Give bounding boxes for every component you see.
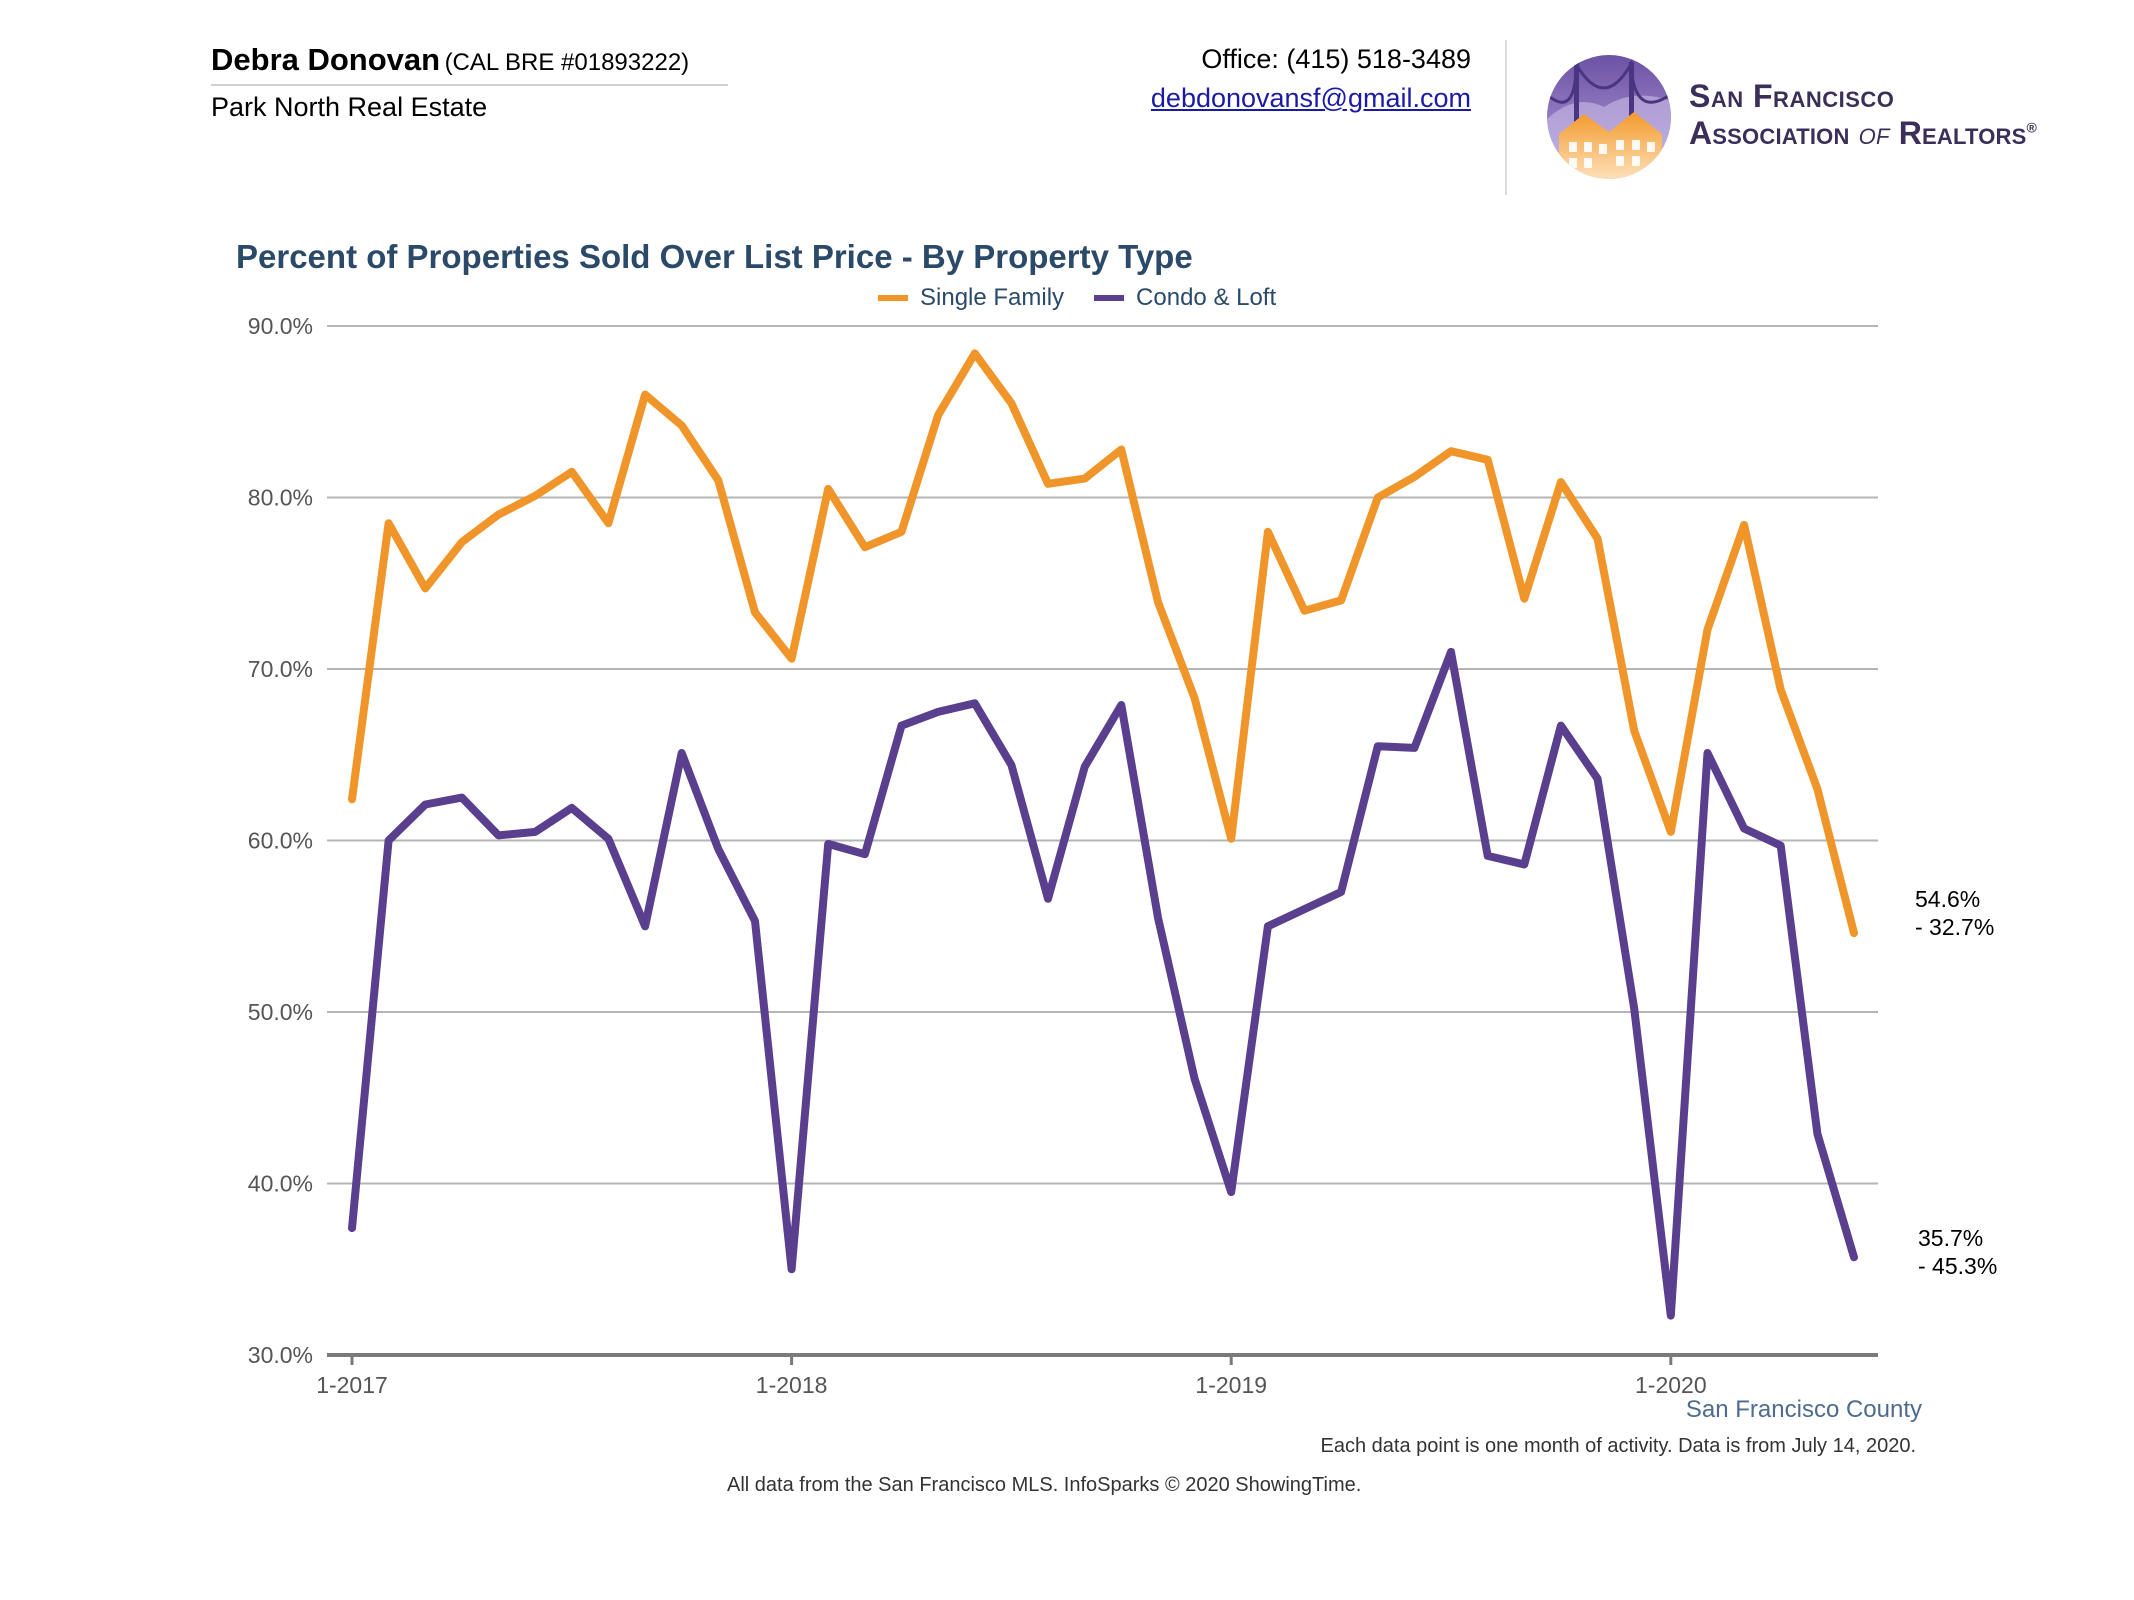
logo-registered-mark: ® xyxy=(2026,119,2038,136)
y-tick-label: 30.0% xyxy=(248,1342,313,1368)
y-tick-label: 60.0% xyxy=(248,828,313,854)
logo-word-realtors: Realtors xyxy=(1898,114,2027,151)
end-label-single-family: 54.6% - 32.7% xyxy=(1915,886,1994,941)
legend-label-condo-loft: Condo & Loft xyxy=(1136,284,1277,311)
legend-swatch-single-family xyxy=(878,295,908,301)
agent-divider xyxy=(211,84,728,86)
series-line-single-family xyxy=(348,349,1858,938)
end-change-condo-loft: - 45.3% xyxy=(1918,1252,1998,1279)
logo-word-association: Association xyxy=(1689,114,1850,151)
y-tick-label: 80.0% xyxy=(248,485,313,511)
agent-license: (CAL BRE #01893222) xyxy=(444,49,690,76)
logo-line-1: San Francisco xyxy=(1689,78,1895,114)
source-note: All data from the San Francisco MLS. Inf… xyxy=(727,1474,1362,1496)
county-label: San Francisco County xyxy=(1685,1396,1922,1423)
series-line-condo-loft xyxy=(348,647,1858,1320)
legend-item-condo-loft: Condo & Loft xyxy=(1094,284,1276,312)
chart-legend: Single Family Condo & Loft xyxy=(878,284,1306,312)
legend-label-single-family: Single Family xyxy=(920,284,1065,311)
y-tick-label: 50.0% xyxy=(248,999,313,1025)
logo-line-2: Association of Realtors® xyxy=(1689,115,2037,152)
y-tick-label: 90.0% xyxy=(248,313,313,339)
end-change-single-family: - 32.7% xyxy=(1915,913,1995,940)
legend-item-single-family: Single Family xyxy=(878,284,1064,312)
header-divider xyxy=(1505,40,1507,195)
office-phone: Office: (415) 518-3489 xyxy=(1201,44,1471,74)
x-tick-label: 1-2020 xyxy=(1635,1372,1707,1398)
end-value-single-family: 54.6% xyxy=(1915,886,1981,912)
y-tick-label: 40.0% xyxy=(248,1171,313,1197)
agent-firm: Park North Real Estate xyxy=(211,92,488,122)
logo-word-of: of xyxy=(1858,114,1890,151)
chart-title: Percent of Properties Sold Over List Pri… xyxy=(236,238,1193,275)
x-tick-label: 1-2019 xyxy=(1195,1372,1267,1398)
x-tick-label: 1-2017 xyxy=(316,1372,388,1398)
logo-text: San Francisco Association of Realtors® xyxy=(1689,78,2037,152)
contact-info: Office: (415) 518-3489 debdonovansf@gmai… xyxy=(1151,44,1471,114)
x-tick-label: 1-2018 xyxy=(756,1372,828,1398)
legend-swatch-condo-loft xyxy=(1094,295,1125,301)
end-label-condo-loft: 35.7% - 45.3% xyxy=(1918,1225,1997,1280)
y-tick-label: 70.0% xyxy=(248,656,313,682)
agent-info: Debra Donovan (CAL BRE #01893222) Park N… xyxy=(211,42,728,123)
email-link[interactable]: debdonovansf@gmail.com xyxy=(1150,83,1471,113)
data-note: Each data point is one month of activity… xyxy=(1320,1435,1917,1457)
sf-realtors-logo: San Francisco Association of Realtors® xyxy=(1544,52,2104,182)
end-value-condo-loft: 35.7% xyxy=(1918,1225,1984,1251)
realtors-emblem-icon xyxy=(1547,55,1671,179)
agent-name: Debra Donovan xyxy=(211,42,441,77)
